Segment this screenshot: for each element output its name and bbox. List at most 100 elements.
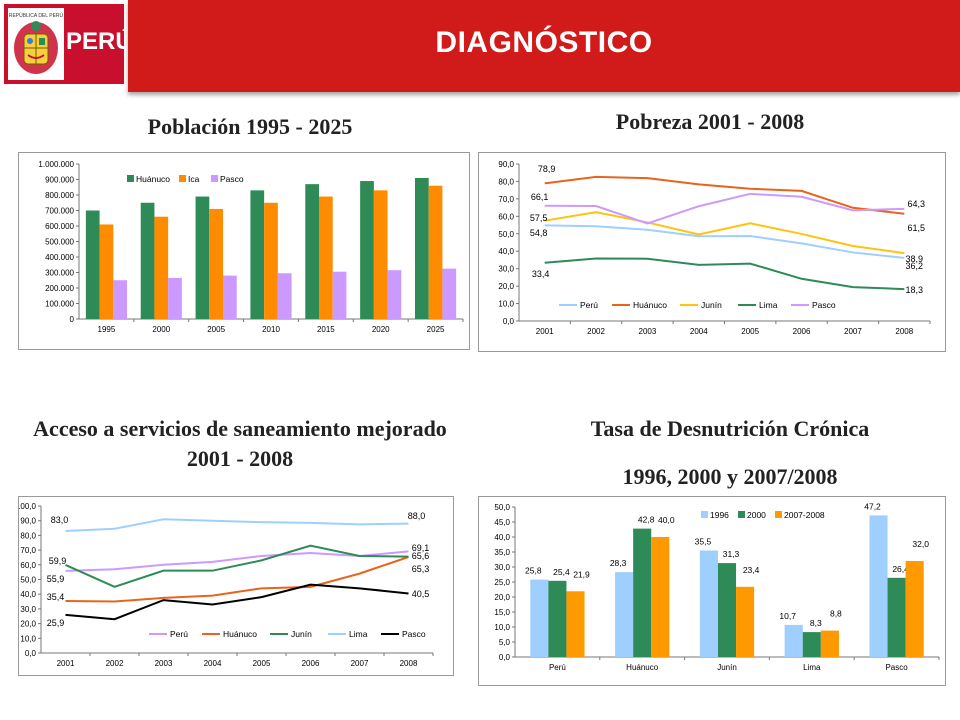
- malnutrition-chart: 0,0 5,0 10,0 15,0 20,0 25,0 30,0 35,0 40,0 45,0 50…: [494, 501, 940, 672]
- line-junin: [65, 544, 409, 588]
- y-tick-label: 700.000: [45, 207, 74, 216]
- bar-1996-lima: [784, 624, 803, 657]
- bar-1996-huanuco: [615, 572, 634, 657]
- y-tick-label: 10,0: [498, 300, 514, 309]
- logo-emblem-text: REPÚBLICA DEL PERÚ: [9, 12, 64, 19]
- chart4-box: 0,0 5,0 10,0 15,0 20,0 25,0 30,0 35,0 40,0 45,0 50…: [478, 496, 946, 686]
- line-peru: [65, 550, 409, 572]
- chart2-box: 0,0 10,0 20,0 30,0 40,0 50,0 60,0 70,0 80,0 90,0 2…: [478, 152, 946, 352]
- population-chart: 0 100.000 200.000 300.000 400.000 500.000 600.…: [38, 160, 464, 334]
- y-tick-label: 20,0: [494, 593, 510, 602]
- legend-label-pasco: Pasco: [220, 174, 244, 184]
- x-tick-label: Lima: [803, 663, 821, 672]
- x-tick-label: 2002: [587, 327, 605, 336]
- y-tick-label: 70,0: [498, 195, 514, 204]
- y-tick-label: 5,0: [499, 638, 511, 647]
- data-label: 59,9: [49, 556, 67, 566]
- y-tick-label: 35,0: [494, 548, 510, 557]
- bar-ica-1995: [99, 224, 114, 319]
- legend-label-junin: Junín: [701, 300, 722, 310]
- y-tick-label: 0: [70, 315, 75, 324]
- x-tick-label: 2020: [372, 325, 390, 334]
- y-tick-label: 10,0: [20, 634, 36, 643]
- y-tick-label: 50,0: [498, 230, 514, 239]
- poverty-chart: 0,0 10,0 20,0 30,0 40,0 50,0 60,0 70,0 80,0 90,0 2…: [498, 160, 931, 336]
- y-tick-label: 50,0: [20, 576, 36, 585]
- bar-huanuco-2015: [305, 184, 319, 319]
- x-tick-label: Pasco: [885, 663, 908, 672]
- data-label: 69,1: [412, 543, 430, 553]
- y-tick-label: 800.000: [45, 191, 74, 200]
- y-tick-label: 30,0: [498, 265, 514, 274]
- data-label: 65,3: [412, 564, 430, 574]
- legend-label-pasco: Pasco: [812, 300, 836, 310]
- data-label: 25,4: [553, 567, 570, 577]
- y-tick-label: 40,0: [494, 533, 510, 542]
- y-tick-label: 60,0: [20, 561, 36, 570]
- legend-label-1996: 1996: [710, 510, 729, 520]
- y-tick-label: 500.000: [45, 238, 74, 247]
- x-tick-label: 2001: [536, 327, 554, 336]
- data-label: 55,9: [47, 574, 65, 584]
- bar-huanuco-2005: [195, 196, 210, 319]
- y-tick-label: 400.000: [45, 253, 74, 262]
- data-label: 83,0: [51, 515, 69, 525]
- y-tick-label: 10,0: [494, 623, 510, 632]
- x-tick-label: 2025: [427, 325, 445, 334]
- bar-2007-2008-huanuco: [651, 537, 670, 657]
- x-tick-label: 2004: [204, 659, 222, 668]
- x-tick-label: 2008: [400, 659, 418, 668]
- bar-2000-huanuco: [633, 528, 652, 657]
- bar-2000-peru: [548, 580, 567, 657]
- x-tick-label: 2008: [895, 327, 913, 336]
- header: REPÚBLICA DEL PERÚ PERÚ DIAGNÓSTICO: [0, 0, 960, 92]
- line-pasco: [544, 192, 905, 225]
- legend-label-lima: Lima: [759, 300, 778, 310]
- data-label: 47,2: [864, 501, 881, 511]
- bar-2007-2008-junin: [736, 586, 755, 657]
- y-tick-label: 15,0: [494, 608, 510, 617]
- y-tick-label: 900.000: [45, 176, 74, 185]
- legend-label-huanuco: Huánuco: [136, 174, 170, 184]
- y-tick-label: 70,0: [20, 546, 36, 555]
- line-huanuco: [65, 556, 409, 603]
- bar-huanuco-2020: [360, 181, 374, 319]
- sanitation-chart: 0,0 10,0 20,0 30,0 40,0 50,0 60,0 70,0 80,0 90,0 1…: [19, 502, 434, 668]
- legend-label-huanuco: Huánuco: [633, 300, 667, 310]
- bar-pasco-2015: [332, 271, 347, 319]
- y-tick-label: 40,0: [498, 247, 514, 256]
- bar-2000-pasco: [887, 577, 906, 657]
- data-label: 32,0: [912, 539, 929, 549]
- x-tick-label: 2006: [793, 327, 811, 336]
- legend-swatch-2000: [738, 511, 745, 518]
- bar-pasco-1995: [113, 280, 127, 319]
- y-tick-label: 300.000: [45, 269, 74, 278]
- data-label: 25,8: [525, 566, 542, 576]
- chart4-title: Tasa de Desnutrición Crónica: [590, 416, 870, 441]
- legend-swatch-1996: [701, 511, 708, 518]
- y-tick-label: 50,0: [494, 503, 510, 512]
- bar-ica-2000: [154, 216, 169, 319]
- bar-pasco-2010: [277, 273, 292, 319]
- legend-label-peru: Perú: [170, 629, 188, 639]
- data-label: 42,8: [638, 515, 655, 525]
- legend-label-2007-2008: 2007-2008: [784, 510, 825, 520]
- data-label: 40,0: [658, 515, 675, 525]
- x-tick-label: Perú: [549, 663, 566, 672]
- data-label: 18,3: [906, 285, 924, 295]
- y-tick-label: 1.000.000: [38, 160, 74, 169]
- x-tick-label: 2002: [106, 659, 124, 668]
- x-tick-label: 2006: [302, 659, 320, 668]
- data-label: 38,9: [906, 254, 924, 264]
- y-tick-label: 100.000: [45, 300, 74, 309]
- bar-2000-junin: [717, 563, 737, 657]
- y-tick-label: 90,0: [20, 517, 36, 526]
- line-junin: [544, 211, 905, 255]
- legend-swatch-ica: [179, 175, 186, 182]
- bar-ica-2025: [428, 185, 443, 319]
- x-tick-label: 2004: [690, 327, 708, 336]
- data-label: 57,5: [530, 213, 548, 223]
- data-label: 35,4: [47, 592, 65, 602]
- y-tick-label: 60,0: [498, 212, 514, 221]
- bar-ica-2010: [264, 202, 278, 319]
